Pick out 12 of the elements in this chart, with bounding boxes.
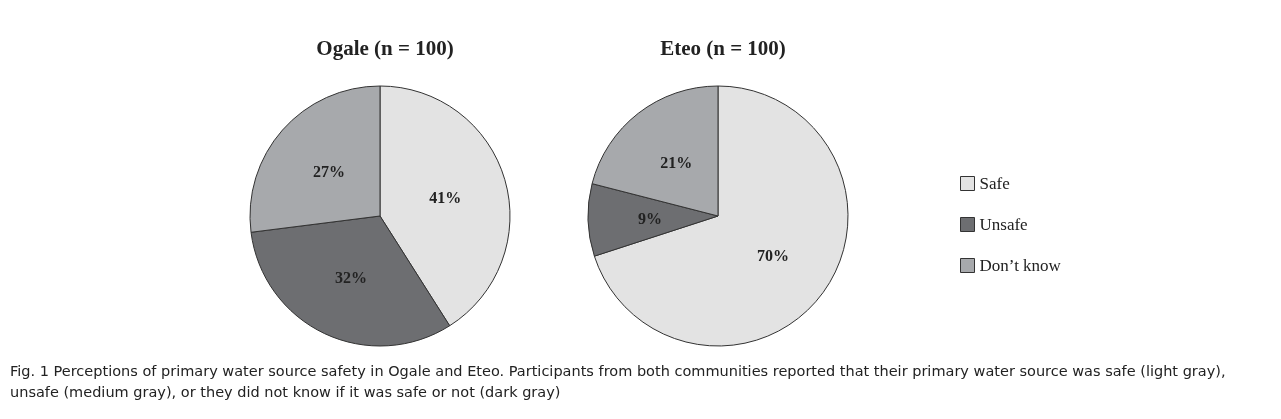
legend-label: Unsafe bbox=[979, 215, 1028, 234]
legend-label: Don’t know bbox=[979, 256, 1062, 275]
data-label: 9% bbox=[638, 209, 663, 227]
data-label: 70% bbox=[757, 247, 790, 265]
legend-label: Safe bbox=[979, 174, 1010, 193]
data-label: 41% bbox=[429, 188, 462, 206]
data-label: 27% bbox=[312, 162, 345, 180]
caption: Fig. 1 Perceptions of primary water source safety in Ogale and Eteo. Participants from both communities reported that their primary water source was safe (light gray), unsafe (medium gray), or they did not know if it was safe or not (dark gray) bbox=[10, 362, 1227, 402]
slice-label: Ogale (n = 100) bbox=[316, 35, 454, 60]
data-label: 21% bbox=[660, 153, 693, 171]
slice-label: Eteo (n = 100) bbox=[660, 35, 786, 60]
data-label: 32% bbox=[335, 269, 368, 287]
